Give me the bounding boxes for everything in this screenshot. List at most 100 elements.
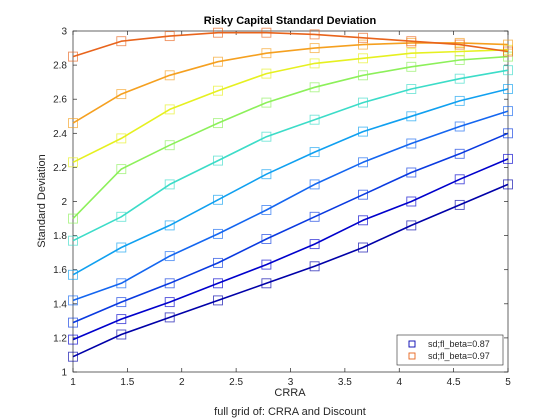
legend-marker-beta-087 <box>408 340 416 348</box>
data-point-marker <box>358 126 368 137</box>
data-point-marker <box>309 43 320 54</box>
data-point-marker <box>406 84 417 94</box>
data-point-marker <box>164 179 175 190</box>
data-point-marker <box>213 194 223 205</box>
data-point-marker <box>68 351 78 362</box>
data-point-marker <box>406 61 417 72</box>
data-point-marker <box>406 36 417 47</box>
legend-box <box>396 334 504 366</box>
data-point-marker <box>309 82 320 93</box>
y-tick-label: 2.2 <box>53 163 67 174</box>
x-tick-label: 4 <box>396 377 402 388</box>
series-layer <box>68 27 513 362</box>
data-point-marker <box>406 220 417 231</box>
legend-label-beta-087: sd;fl_beta=0.87 <box>428 339 490 349</box>
series-3 <box>68 128 513 328</box>
data-point-marker <box>164 220 175 231</box>
data-point-marker <box>406 167 417 178</box>
data-point-marker <box>213 228 223 239</box>
y-tick-label: 1.4 <box>53 299 67 310</box>
y-tick-label: 2.6 <box>53 95 67 106</box>
data-point-marker <box>164 312 175 323</box>
data-point-marker <box>116 211 127 222</box>
data-point-marker <box>261 97 272 108</box>
data-point-marker <box>116 242 127 253</box>
data-point-marker <box>503 65 513 76</box>
x-tick-label: 1.5 <box>120 377 134 388</box>
data-point-marker <box>213 278 223 289</box>
data-point-marker <box>261 27 272 38</box>
data-point-marker <box>309 239 320 250</box>
data-point-marker <box>406 111 417 122</box>
series-10 <box>68 27 513 62</box>
y-axis-label: Standard Deviation <box>36 154 48 248</box>
series-line <box>72 110 509 302</box>
series-2 <box>68 153 513 345</box>
data-point-marker <box>309 261 320 272</box>
data-point-marker <box>116 36 127 47</box>
data-point-marker <box>358 39 368 50</box>
x-tick-label: 5 <box>505 377 511 388</box>
series-line <box>72 69 509 242</box>
data-point-marker <box>261 278 272 289</box>
series-line <box>72 183 509 358</box>
y-tick-label: 1.8 <box>53 231 67 242</box>
data-point-marker <box>309 29 320 40</box>
data-point-marker <box>406 138 417 149</box>
y-tick-label: 3 <box>61 27 67 38</box>
data-point-marker <box>213 56 223 67</box>
data-point-marker <box>261 68 272 79</box>
series-line <box>72 55 509 220</box>
x-tick-label: 1 <box>70 377 76 388</box>
data-point-marker <box>68 118 78 129</box>
x-axis-label: CRRA <box>274 387 306 399</box>
y-tick-label: 1.6 <box>53 265 67 276</box>
data-point-marker <box>309 211 320 222</box>
data-point-marker <box>164 104 175 115</box>
data-point-marker <box>164 297 175 308</box>
data-point-marker <box>213 85 223 96</box>
x-tick-label: 2.5 <box>229 377 243 388</box>
y-tick-label: 1.2 <box>53 333 67 344</box>
data-point-marker <box>503 84 513 94</box>
data-point-marker <box>116 89 127 100</box>
data-point-marker <box>68 213 78 224</box>
series-line <box>72 158 509 341</box>
data-point-marker <box>164 140 175 151</box>
data-point-marker <box>309 114 320 125</box>
data-point-marker <box>261 48 272 59</box>
data-point-marker <box>358 97 368 108</box>
y-tick-labels: 1 1.2 1.4 1.6 1.8 2 2.2 2.4 2.6 2.8 3 <box>53 27 67 379</box>
legend: sd;fl_beta=0.87 sd;fl_beta=0.97 <box>396 334 504 366</box>
data-point-marker <box>406 196 417 207</box>
data-point-marker <box>454 73 465 84</box>
data-point-marker <box>213 155 223 166</box>
chart-title: Risky Capital Standard Deviation <box>204 15 377 27</box>
data-point-marker <box>454 121 465 132</box>
data-point-marker <box>116 297 127 308</box>
figure-caption: full grid of: CRRA and Discount <box>214 406 366 418</box>
data-point-marker <box>309 147 320 158</box>
data-point-marker <box>309 179 320 190</box>
series-line <box>72 88 509 276</box>
series-5 <box>68 84 513 280</box>
data-point-marker <box>261 234 272 244</box>
data-point-marker <box>68 235 78 246</box>
data-point-marker <box>358 53 368 64</box>
x-tick-label: 4.5 <box>447 377 461 388</box>
data-point-marker <box>503 51 513 62</box>
data-point-marker <box>454 39 465 50</box>
data-point-marker <box>261 205 272 215</box>
data-point-marker <box>116 314 127 325</box>
data-point-marker <box>164 70 175 81</box>
data-point-marker <box>68 334 78 345</box>
data-point-marker <box>454 199 465 210</box>
data-point-marker <box>261 169 272 180</box>
data-point-marker <box>116 133 127 144</box>
data-point-marker <box>68 317 78 328</box>
data-point-marker <box>358 157 368 168</box>
data-point-marker <box>358 32 368 43</box>
data-point-marker <box>68 51 78 62</box>
x-tick-label: 3 <box>288 377 294 388</box>
